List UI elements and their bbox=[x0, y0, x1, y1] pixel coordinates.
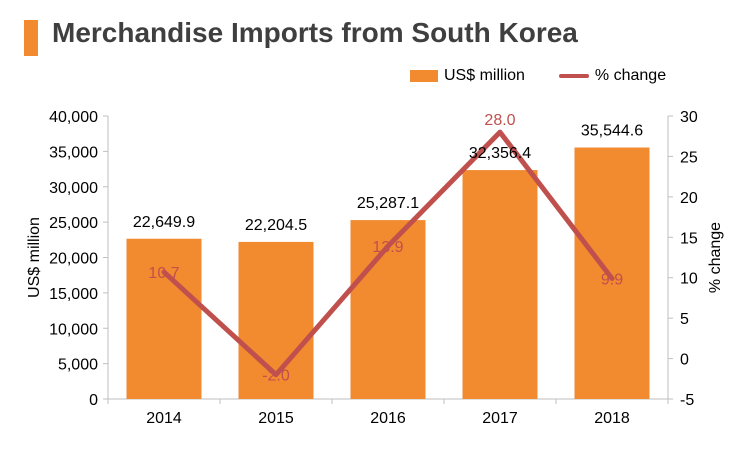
legend: US$ million % change bbox=[410, 64, 700, 88]
x-tick-label: 2015 bbox=[258, 410, 294, 427]
bar-value-label: 22,649.9 bbox=[133, 214, 195, 231]
line-value-label: 13.9 bbox=[372, 239, 403, 256]
left-tick-label: 0 bbox=[89, 392, 98, 409]
legend-label-bar: US$ million bbox=[444, 67, 525, 84]
line-value-label: 10.7 bbox=[148, 265, 179, 282]
bar-value-label: 25,287.1 bbox=[357, 195, 419, 212]
bar bbox=[126, 238, 202, 399]
line-series bbox=[161, 129, 615, 378]
bar-value-label: 22,204.5 bbox=[245, 217, 307, 234]
title-accent-bar bbox=[24, 20, 38, 56]
legend-swatch-bar bbox=[410, 70, 438, 82]
y-axis-title-left: US$ million bbox=[26, 217, 43, 298]
left-tick-label: 30,000 bbox=[49, 180, 98, 197]
left-tick-label: 20,000 bbox=[49, 251, 98, 268]
x-tick-label: 2018 bbox=[594, 410, 630, 427]
left-tick-label: 25,000 bbox=[49, 215, 98, 232]
x-tick-label: 2014 bbox=[146, 410, 182, 427]
right-tick-label: 25 bbox=[680, 149, 698, 166]
left-tick-label: 15,000 bbox=[49, 286, 98, 303]
right-tick-label: 15 bbox=[680, 230, 698, 247]
right-tick-label: 20 bbox=[680, 190, 698, 207]
right-tick-label: 30 bbox=[680, 109, 698, 126]
left-tick-label: 5,000 bbox=[58, 357, 98, 374]
legend-item-bar: US$ million bbox=[410, 67, 525, 85]
chart-title: Merchandise Imports from South Korea bbox=[52, 17, 578, 48]
legend-swatch-line bbox=[558, 74, 589, 78]
y-axis-title-right: % change bbox=[707, 222, 724, 293]
line-value-label: -2.0 bbox=[262, 368, 290, 385]
right-tick-label: -5 bbox=[680, 392, 694, 409]
legend-item-line: % change bbox=[558, 67, 667, 85]
x-tick-label: 2016 bbox=[370, 410, 406, 427]
bar-value-label: 32,356.4 bbox=[469, 145, 531, 162]
line-value-label: 28.0 bbox=[484, 112, 515, 129]
line-value-label: 9.9 bbox=[601, 272, 623, 289]
left-tick-label: 40,000 bbox=[49, 109, 98, 126]
bar bbox=[574, 147, 650, 399]
left-tick-label: 10,000 bbox=[49, 321, 98, 338]
bar bbox=[462, 170, 538, 399]
left-tick-label: 35,000 bbox=[49, 144, 98, 161]
right-tick-label: 10 bbox=[680, 271, 698, 288]
right-tick-label: 0 bbox=[680, 352, 689, 369]
legend-label-line: % change bbox=[594, 67, 667, 84]
bar-value-label: 35,544.6 bbox=[581, 123, 643, 140]
right-tick-label: 5 bbox=[680, 311, 689, 328]
x-tick-label: 2017 bbox=[482, 410, 518, 427]
